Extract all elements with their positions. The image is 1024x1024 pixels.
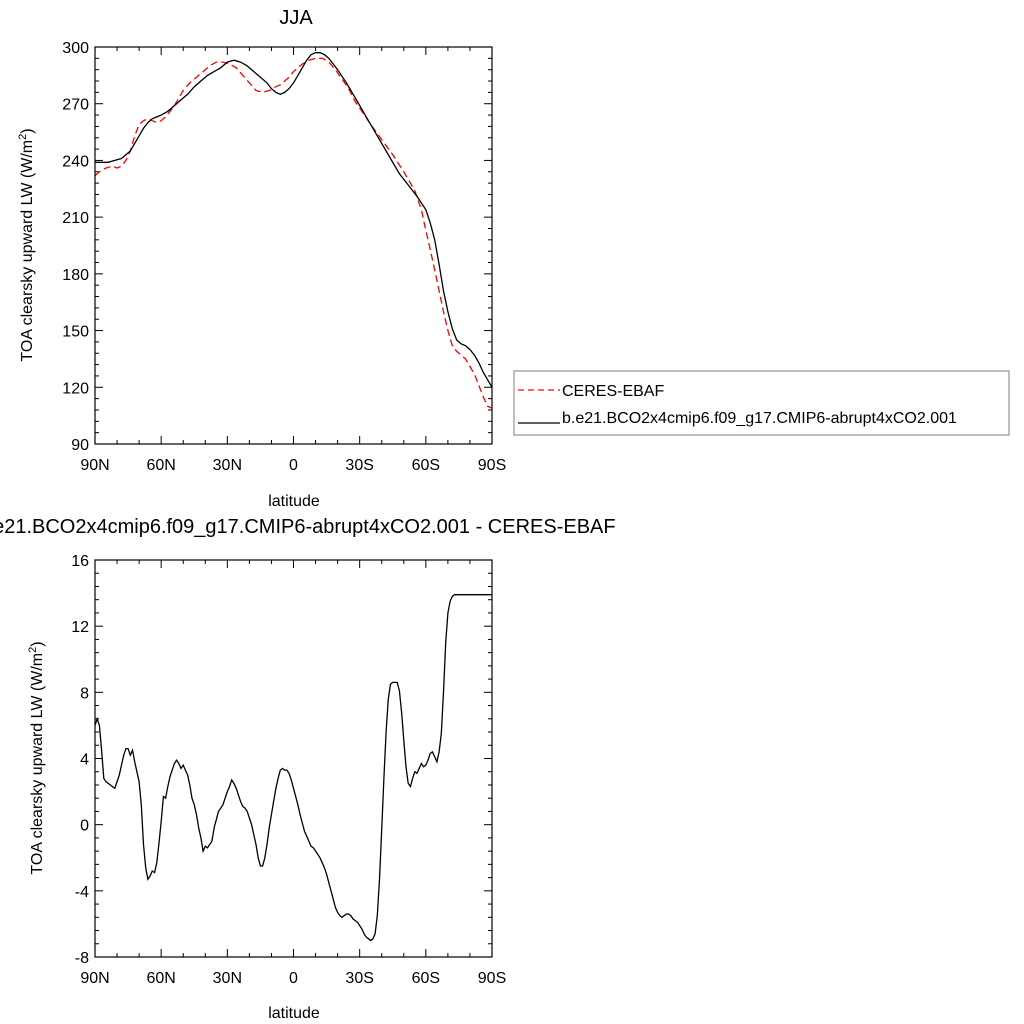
bottom-x-tick-labels: 90N 60N 30N 0 30S 60S 90S xyxy=(80,970,506,987)
top-ytick-label: 240 xyxy=(62,153,89,170)
top-y-axis-label-text: TOA clearsky upward LW (W/m xyxy=(19,140,36,362)
bottom-tick-marks xyxy=(94,559,493,958)
top-series-line-1 xyxy=(95,52,493,388)
bot-xtick-label: 90N xyxy=(80,970,109,987)
bottom-y-axis-label-text: TOA clearsky upward LW (W/m xyxy=(29,653,46,875)
bot-ytick-label: 4 xyxy=(80,752,89,769)
bot-xtick-label: 0 xyxy=(289,970,298,987)
top-x-tick-labels: 90N 60N 30N 0 30S 60S 90S xyxy=(80,457,506,474)
bot-ytick-label: -4 xyxy=(75,884,89,901)
top-plot-frame xyxy=(94,46,493,445)
top-xtick-label: 60N xyxy=(146,457,175,474)
top-ytick-label: 120 xyxy=(62,380,89,397)
top-tick-marks xyxy=(94,46,493,445)
bot-ytick-label: 0 xyxy=(80,818,89,835)
bottom-series-layer xyxy=(94,594,492,942)
legend-label-model: b.e21.BCO2x4cmip6.f09_g17.CMIP6-abrupt4x… xyxy=(562,410,957,427)
bottom-plot-frame xyxy=(94,559,493,958)
legend-label-ceres: CERES-EBAF xyxy=(562,383,664,400)
bot-ytick-label: -8 xyxy=(75,950,89,967)
bot-ytick-label: 16 xyxy=(71,553,89,570)
top-ytick-label: 210 xyxy=(62,210,89,227)
bottom-x-axis-label: latitude xyxy=(268,1005,320,1022)
top-x-axis-label: latitude xyxy=(268,493,320,510)
legend: CERES-EBAF b.e21.BCO2x4cmip6.f09_g17.CMI… xyxy=(513,370,1010,436)
top-xtick-label: 30S xyxy=(345,457,373,474)
bottom-y-axis-label-close: ) xyxy=(29,641,46,646)
bottom-panel: b.e21.BCO2x4cmip6.f09_g17.CMIP6-abrupt4x… xyxy=(0,516,616,1022)
bot-xtick-label: 60N xyxy=(146,970,175,987)
top-ytick-label: 90 xyxy=(71,437,89,454)
bottom-y-axis-label-superscript: 2 xyxy=(27,647,39,653)
bot-xtick-label: 90S xyxy=(478,970,506,987)
bot-series-line-0 xyxy=(94,594,492,942)
bot-ytick-label: 8 xyxy=(80,685,89,702)
top-chart-title: JJA xyxy=(279,7,313,29)
top-panel: JJA 90 120 150 180 210 240 270 300 90N 60N 30N 0 30… xyxy=(17,7,1010,510)
top-xtick-label: 30N xyxy=(213,457,242,474)
top-y-axis-label-superscript: 2 xyxy=(17,134,29,140)
bot-ytick-label: 12 xyxy=(71,619,89,636)
bot-xtick-label: 60S xyxy=(412,970,440,987)
top-xtick-label: 90S xyxy=(478,457,506,474)
top-ytick-label: 150 xyxy=(62,324,89,341)
top-ytick-label: 270 xyxy=(62,97,89,114)
bot-xtick-label: 30N xyxy=(213,970,242,987)
bottom-y-tick-labels: -8 -4 0 4 8 12 16 xyxy=(71,553,89,967)
bottom-y-axis-label: TOA clearsky upward LW (W/m2) xyxy=(27,641,46,874)
top-series-layer xyxy=(94,52,493,409)
bottom-chart-title: b.e21.BCO2x4cmip6.f09_g17.CMIP6-abrupt4x… xyxy=(0,516,616,538)
top-ytick-label: 300 xyxy=(62,40,89,57)
top-ytick-label: 180 xyxy=(62,267,89,284)
top-y-axis-label: TOA clearsky upward LW (W/m2) xyxy=(17,128,36,361)
legend-box xyxy=(513,370,1010,436)
top-xtick-label: 0 xyxy=(289,457,298,474)
bot-xtick-label: 30S xyxy=(345,970,373,987)
top-y-axis-label-close: ) xyxy=(19,128,36,133)
top-y-tick-labels: 90 120 150 180 210 240 270 300 xyxy=(62,40,89,454)
top-xtick-label: 60S xyxy=(412,457,440,474)
top-xtick-label: 90N xyxy=(80,457,109,474)
